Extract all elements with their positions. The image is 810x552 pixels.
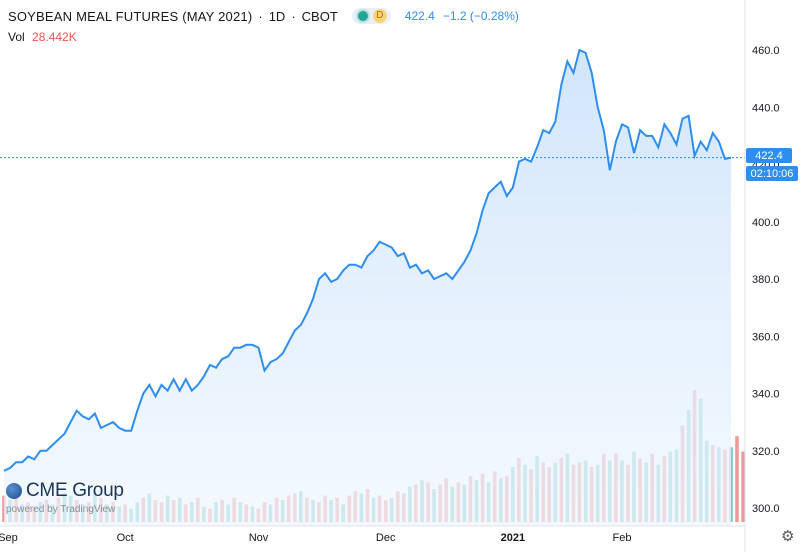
price-axis[interactable]: 300.0320.0340.0360.0380.0400.0420.0440.0…: [752, 45, 780, 515]
price-tick-label: 380.0: [752, 274, 780, 286]
time-tick-label: 2021: [501, 532, 525, 544]
time-tick-label: Nov: [249, 532, 269, 544]
separator: ·: [258, 8, 263, 24]
last-price-tag-bg: [746, 148, 792, 163]
cme-group-logo: CME Group: [6, 480, 124, 502]
price-tick-label: 400.0: [752, 217, 780, 229]
price-line: [3, 48, 732, 472]
delayed-data-badge: D: [372, 9, 387, 23]
status-pill[interactable]: D: [351, 8, 391, 24]
separator: ·: [291, 8, 296, 24]
gear-icon[interactable]: ⚙: [781, 528, 795, 545]
volume-value: 28.442K: [32, 30, 77, 44]
time-axis[interactable]: Sep Oct Nov Dec 2021 Feb: [0, 532, 631, 544]
exchange-label: CBOT: [301, 8, 338, 24]
countdown-tag-bg: [746, 166, 798, 181]
powered-by-text[interactable]: powered by TradingView: [6, 504, 116, 515]
chart-header: SOYBEAN MEAL FUTURES (MAY 2021) · 1D · C…: [8, 6, 519, 26]
price-change: −1.2 (−0.28%): [442, 9, 519, 23]
price-tick-label: 440.0: [752, 102, 780, 114]
volume-legend: Vol 28.442K: [8, 30, 77, 44]
cme-globe-icon: [6, 483, 22, 499]
price-tick-label: 360.0: [752, 331, 780, 343]
logo-text: CME Group: [26, 480, 124, 501]
volume-label: Vol: [8, 30, 25, 44]
volume-bar: [735, 436, 739, 522]
last-price-tag: 422.4 02:10:06: [746, 148, 798, 181]
price-tick-label: 340.0: [752, 389, 780, 401]
last-price-tag-text: 422.4: [755, 150, 783, 162]
time-tick-label: Feb: [613, 532, 632, 544]
last-price: 422.4: [404, 9, 435, 23]
price-area-fill: [4, 50, 731, 526]
price-tick-label: 320.0: [752, 446, 780, 458]
market-status-icon: [355, 9, 370, 23]
price-tick-label: 300.0: [752, 503, 780, 515]
time-tick-label: Dec: [376, 532, 396, 544]
symbol-title[interactable]: SOYBEAN MEAL FUTURES (MAY 2021): [8, 8, 253, 24]
interval-label[interactable]: 1D: [268, 8, 286, 24]
time-tick-label: Oct: [117, 532, 134, 544]
time-tick-label: Sep: [0, 532, 18, 544]
volume-bar: [741, 451, 745, 522]
price-tick-label: 460.0: [752, 45, 780, 57]
countdown-tag-text: 02:10:06: [751, 168, 794, 180]
